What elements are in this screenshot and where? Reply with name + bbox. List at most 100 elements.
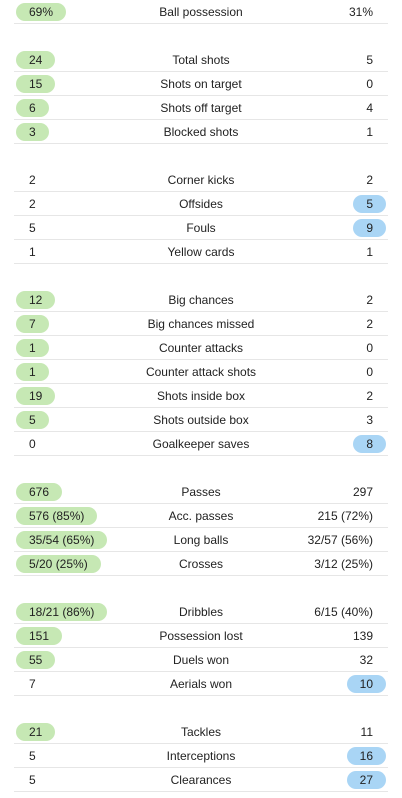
away-value-text: 6/15 (40%) — [314, 605, 373, 619]
stat-label: Goalkeeper saves — [152, 437, 250, 451]
stat-row: Counter attack shots 1 0 — [14, 360, 388, 384]
stat-row: Fouls 5 9 — [14, 216, 388, 240]
home-value: 5 — [16, 219, 36, 237]
home-value-text: 1 — [16, 339, 49, 357]
group-spacer — [0, 456, 402, 480]
home-value-text: 21 — [16, 723, 56, 741]
stat-row: Shots outside box 5 3 — [14, 408, 388, 432]
stat-group: Big chances 12 2 Big chances missed 7 2 Counte… — [0, 288, 402, 456]
away-value-text: 9 — [353, 219, 386, 237]
home-value-text: 7 — [29, 677, 36, 691]
home-value: 6 — [16, 99, 49, 117]
home-value: 676 — [16, 483, 63, 501]
stat-label: Long balls — [173, 533, 229, 547]
stat-label: Big chances missed — [147, 317, 255, 331]
home-value: 55 — [16, 651, 56, 669]
away-value-text: 3 — [366, 413, 373, 427]
home-value-text: 5 — [29, 749, 36, 763]
away-value: 0 — [366, 75, 386, 93]
away-value-text: 32/57 (56%) — [307, 533, 373, 547]
stat-row: Goalkeeper saves 0 8 — [14, 432, 388, 456]
home-value: 1 — [16, 339, 49, 357]
away-value-text: 2 — [366, 389, 373, 403]
away-value-text: 8 — [353, 435, 386, 453]
away-value: 139 — [353, 627, 386, 645]
stat-row: Acc. passes 576 (85%) 215 (72%) — [14, 504, 388, 528]
away-value-text: 4 — [366, 101, 373, 115]
away-value-text: 0 — [366, 365, 373, 379]
away-value: 31% — [349, 3, 386, 21]
stat-label: Tackles — [180, 725, 221, 739]
home-value: 5 — [16, 771, 36, 789]
stat-row: Corner kicks 2 2 — [14, 168, 388, 192]
home-value-text: 12 — [16, 291, 56, 309]
away-value-text: 5 — [366, 53, 373, 67]
home-value-text: 5 — [16, 411, 49, 429]
stat-label: Clearances — [170, 773, 232, 787]
away-value: 2 — [366, 291, 386, 309]
stat-label: Shots inside box — [156, 389, 246, 403]
home-value-text: 5 — [29, 221, 36, 235]
away-value: 0 — [366, 363, 386, 381]
away-value: 2 — [366, 171, 386, 189]
stat-label: Counter attack shots — [145, 365, 257, 379]
stat-label: Big chances — [168, 293, 234, 307]
away-value-text: 27 — [346, 771, 386, 789]
stat-label: Passes — [181, 485, 221, 499]
stat-label: Dribbles — [178, 605, 223, 619]
stat-group: Total shots 24 5 Shots on target 15 0 Shots of… — [0, 48, 402, 144]
away-value-text: 2 — [366, 293, 373, 307]
home-value-text: 35/54 (65%) — [16, 531, 108, 549]
away-value-text: 5 — [353, 195, 386, 213]
away-value-text: 297 — [352, 485, 373, 499]
stat-label: Aerials won — [169, 677, 233, 691]
stat-row: Clearances 5 27 — [14, 768, 388, 792]
home-value: 21 — [16, 723, 56, 741]
home-value: 19 — [16, 387, 56, 405]
stat-row: Big chances missed 7 2 — [14, 312, 388, 336]
away-value: 8 — [353, 435, 386, 453]
stat-row: Big chances 12 2 — [14, 288, 388, 312]
stat-group: Ball possession 69% 31% — [0, 0, 402, 24]
away-value: 3 — [366, 411, 386, 429]
away-value-text: 0 — [366, 341, 373, 355]
away-value-text: 215 (72%) — [317, 509, 373, 523]
stat-label: Acc. passes — [168, 509, 234, 523]
home-value: 15 — [16, 75, 56, 93]
stat-row: Aerials won 7 10 — [14, 672, 388, 696]
home-value-text: 18/21 (86%) — [16, 603, 108, 621]
away-value: 0 — [366, 339, 386, 357]
away-value-text: 11 — [360, 725, 373, 739]
stat-row: Shots off target 6 4 — [14, 96, 388, 120]
home-value-text: 576 (85%) — [16, 507, 98, 525]
home-value: 5 — [16, 411, 49, 429]
home-value-text: 15 — [16, 75, 56, 93]
group-spacer — [0, 696, 402, 720]
home-value-text: 1 — [29, 245, 36, 259]
away-value: 297 — [353, 483, 386, 501]
stat-label: Fouls — [186, 221, 216, 235]
home-value: 35/54 (65%) — [16, 531, 108, 549]
stat-row: Crosses 5/20 (25%) 3/12 (25%) — [14, 552, 388, 576]
home-value: 2 — [16, 171, 36, 189]
stat-group: Tackles 21 11 Interceptions 5 16 Clearances 5 27 — [0, 720, 402, 792]
stat-row: Yellow cards 1 1 — [14, 240, 388, 264]
home-value: 7 — [16, 675, 36, 693]
home-value-text: 69% — [16, 3, 67, 21]
away-value: 5 — [353, 195, 386, 213]
away-value-text: 1 — [366, 245, 373, 259]
away-value-text: 31% — [348, 5, 373, 19]
stat-label: Duels won — [172, 653, 230, 667]
home-value: 5/20 (25%) — [16, 555, 101, 573]
home-value: 2 — [16, 195, 36, 213]
stat-row: Shots on target 15 0 — [14, 72, 388, 96]
stat-row: Duels won 55 32 — [14, 648, 388, 672]
home-value-text: 2 — [29, 197, 36, 211]
home-value: 576 (85%) — [16, 507, 98, 525]
away-value: 32 — [360, 651, 386, 669]
away-value: 10 — [346, 675, 386, 693]
group-spacer — [0, 144, 402, 168]
away-value-text: 2 — [366, 317, 373, 331]
home-value-text: 151 — [16, 627, 63, 645]
